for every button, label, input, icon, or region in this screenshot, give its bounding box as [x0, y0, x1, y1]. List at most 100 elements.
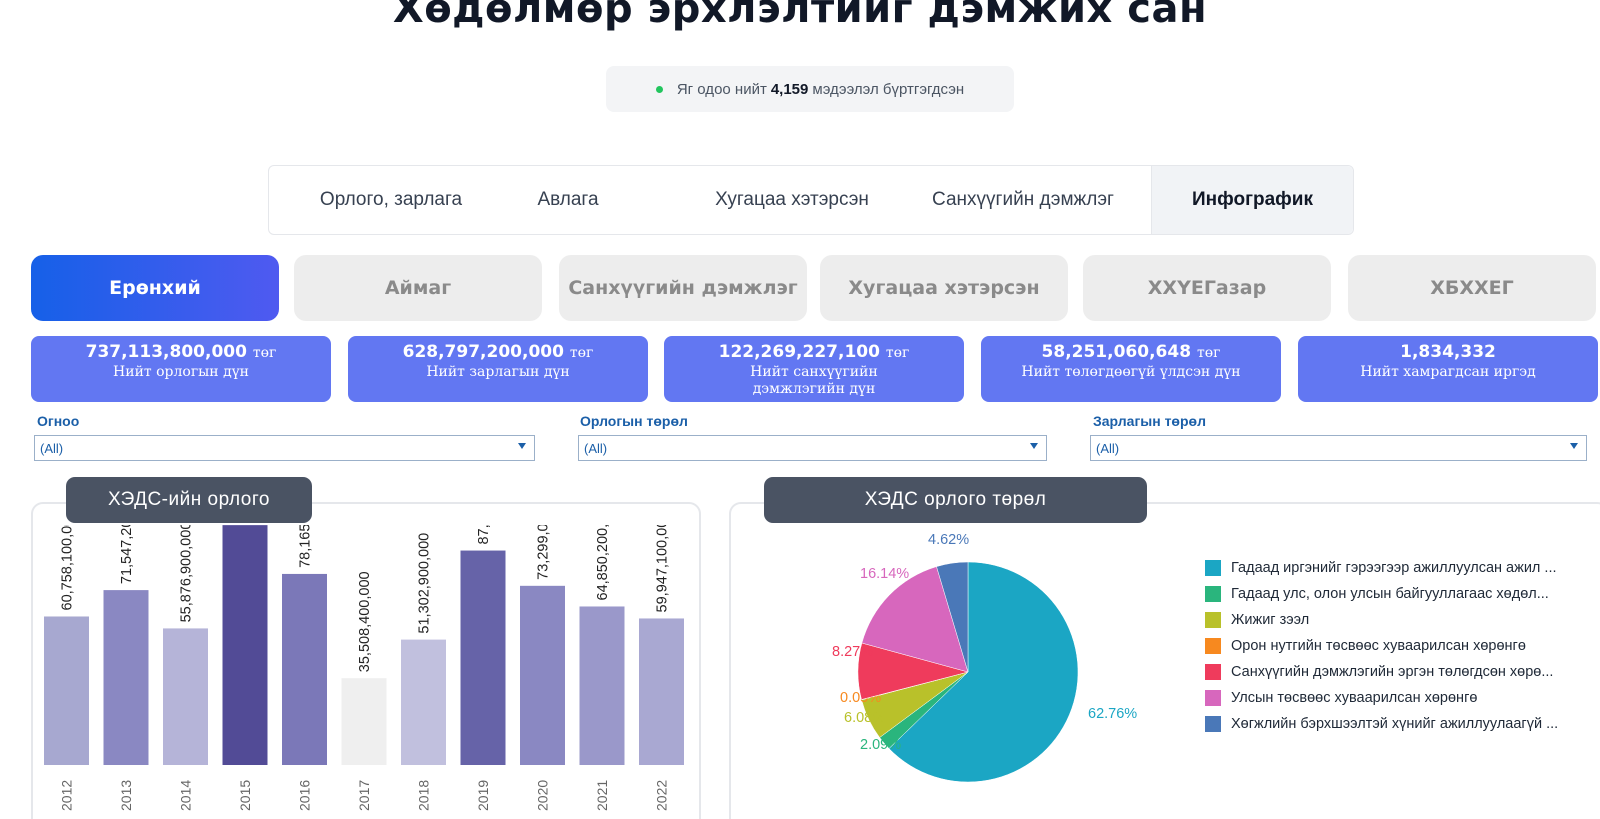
kpi-label: Нийт санхүүгийн дэмжлэгийн дүн	[750, 364, 878, 397]
pie-slice-label: 6.08%	[844, 710, 885, 726]
legend-label: Гадаад иргэнийг гэрээгээр ажиллуулсан аж…	[1231, 560, 1557, 576]
notice-suffix: мэдээлэл бүртгэгдсэн	[812, 80, 965, 98]
bar-chart: 60,758,100,000 2012 71,547,200,000 2013 55,8…	[44, 525, 684, 811]
subtab-welfare-agency[interactable]: ХБХХЕГ	[1348, 255, 1596, 321]
bar-2017[interactable]	[341, 678, 387, 765]
dropdown-arrow-icon	[518, 443, 526, 449]
pie-chart: 62.76%2.09%6.08%0.05%8.27%16.14%4.62%	[832, 532, 1137, 783]
bar-2022[interactable]	[639, 618, 684, 765]
kpi-total-unpaid: 58,251,060,648 төг Нийт төлөгдөөгүй үлдс…	[981, 336, 1281, 402]
notice-count: 4,159	[770, 80, 809, 98]
bar-value-label: 55,876,900,000	[179, 525, 195, 622]
main-tab-bar: Орлого, зарлага Авлага Хугацаа хэтэрсэн …	[268, 165, 1354, 235]
legend-item[interactable]: Хөгжлийн бэрхшээлтэй хүнийг ажиллуулаагү…	[1205, 711, 1595, 737]
bar-2013[interactable]	[103, 590, 149, 765]
dropdown-arrow-icon	[1570, 443, 1578, 449]
kpi-unit: төг	[569, 345, 594, 361]
bar-value-label: 64,850,200,000	[595, 525, 611, 600]
kpi-label: Нийт орлогын дүн	[113, 364, 249, 380]
bar-2020[interactable]	[520, 585, 565, 765]
legend-swatch	[1205, 638, 1221, 654]
kpi-label: Нийт төлөгдөөгүй үлдсэн дүн	[1021, 364, 1241, 380]
legend-swatch	[1205, 612, 1221, 628]
x-tick-label: 2015	[237, 780, 253, 811]
bar-value-label: 60,758,100,000	[60, 525, 76, 610]
kpi-total-citizens: 1,834,332 Нийт хамрагдсан иргэд	[1298, 336, 1598, 402]
records-notice: Яг одоо нийт 4,159 мэдээлэл бүртгэгдсэн	[606, 66, 1014, 112]
legend-swatch	[1205, 664, 1221, 680]
pie-slice[interactable]	[861, 566, 969, 673]
legend-item[interactable]: Гадаад улс, олон улсын байгууллагаас хөд…	[1205, 581, 1595, 607]
subtab-labor-agency[interactable]: ХХҮЕГазар	[1083, 255, 1331, 321]
kpi-value: 58,251,060,648	[1041, 342, 1192, 362]
kpi-value: 1,834,332	[1400, 342, 1496, 362]
kpi-value: 628,797,200,000	[402, 342, 564, 362]
kpi-value: 737,113,800,000	[85, 342, 247, 362]
legend-label: Хөгжлийн бэрхшээлтэй хүнийг ажиллуулаагү…	[1231, 716, 1559, 732]
legend-label: Жижиг зээл	[1231, 612, 1310, 628]
filter-select-date[interactable]: (All)	[34, 435, 535, 461]
subtab-financial-support[interactable]: Санхүүгийн дэмжлэг	[559, 255, 807, 321]
notice-prefix: Яг одоо нийт	[676, 80, 767, 98]
pie-chart-title: ХЭДС орлого төрөл	[764, 477, 1147, 523]
legend-swatch	[1205, 560, 1221, 576]
x-tick-label: 2017	[356, 780, 372, 811]
tab-financial-support[interactable]: Санхүүгийн дэмжлэг	[932, 189, 1114, 210]
filter-value: (All)	[1096, 441, 1120, 456]
bar-value-label: 59,947,100,000	[655, 525, 671, 612]
pie-slice-label: 8.27%	[832, 644, 873, 660]
kpi-label: Нийт зарлагын дүн	[426, 364, 570, 380]
kpi-total-expense: 628,797,200,000 төг Нийт зарлагын дүн	[348, 336, 648, 402]
bar-2019[interactable]	[460, 550, 506, 765]
legend-label: Санхүүгийн дэмжлэгийн эргэн төлөгдсөн хө…	[1231, 664, 1554, 680]
tab-infographic[interactable]: Инфографик	[1151, 166, 1353, 234]
legend-item[interactable]: Улсын төсвөөс хуваарилсан хөрөнгө	[1205, 685, 1595, 711]
bar-2021[interactable]	[579, 606, 625, 765]
pie-legend: Гадаад иргэнийг гэрээгээр ажиллуулсан аж…	[1205, 555, 1595, 737]
bar-2014[interactable]	[163, 628, 208, 765]
bar-chart-title: ХЭДС-ийн орлого	[66, 477, 312, 523]
pie-slice-label: 62.76%	[1088, 706, 1137, 722]
pie-slice[interactable]	[888, 561, 1079, 783]
legend-label: Орон нутгийн төсвөөс хуваарилсан хөрөнгө	[1231, 638, 1526, 654]
legend-swatch	[1205, 716, 1221, 732]
kpi-label: Нийт хамрагдсан иргэд	[1360, 364, 1536, 380]
dropdown-arrow-icon	[1030, 443, 1038, 449]
bar-2012[interactable]	[44, 616, 89, 765]
filter-select-income-type[interactable]: (All)	[578, 435, 1047, 461]
status-dot-icon	[655, 85, 663, 93]
bar-2015[interactable]	[222, 525, 268, 765]
filter-value: (All)	[584, 441, 608, 456]
pie-slice-label: 16.14%	[860, 566, 909, 582]
subtab-general[interactable]: Ерөнхий	[31, 255, 279, 321]
pie-slice-label: 2.09%	[860, 737, 901, 753]
bar-value-label: 87,728,700,000	[476, 525, 492, 545]
legend-item[interactable]: Гадаад иргэнийг гэрээгээр ажиллуулсан аж…	[1205, 555, 1595, 581]
pie-slice[interactable]	[936, 561, 969, 673]
bar-value-label: 35,508,400,000	[357, 571, 373, 672]
bar-value-label: 78,165,200,000	[298, 525, 314, 568]
tab-overdue[interactable]: Хугацаа хэтэрсэн	[715, 189, 869, 210]
subtab-overdue[interactable]: Хугацаа хэтэрсэн	[820, 255, 1068, 321]
legend-item[interactable]: Жижиг зээл	[1205, 607, 1595, 633]
legend-item[interactable]: Санхүүгийн дэмжлэгийн эргэн төлөгдсөн хө…	[1205, 659, 1595, 685]
legend-label: Улсын төсвөөс хуваарилсан хөрөнгө	[1231, 690, 1478, 706]
bar-2018[interactable]	[401, 639, 446, 765]
kpi-unit: төг	[1196, 345, 1221, 361]
x-tick-label: 2012	[59, 780, 75, 811]
legend-swatch	[1205, 586, 1221, 602]
filter-label-income-type: Орлогын төрөл	[580, 413, 688, 429]
filter-select-expense-type[interactable]: (All)	[1090, 435, 1587, 461]
filter-value: (All)	[40, 441, 64, 456]
tab-receivables[interactable]: Авлага	[537, 189, 599, 210]
legend-label: Гадаад улс, олон улсын байгууллагаас хөд…	[1231, 586, 1549, 602]
tab-income-expense[interactable]: Орлого, зарлага	[319, 189, 463, 210]
legend-item[interactable]: Орон нутгийн төсвөөс хуваарилсан хөрөнгө	[1205, 633, 1595, 659]
bar-value-label: 73,299,000,000	[536, 525, 552, 580]
page-title: Хөдөлмөр эрхлэлтийг дэмжих сан	[392, 0, 1208, 32]
subtab-province[interactable]: Аймаг	[294, 255, 542, 321]
bar-2016[interactable]	[282, 573, 327, 765]
kpi-unit: төг	[252, 345, 277, 361]
x-tick-label: 2018	[416, 780, 432, 811]
filter-label-date: Огноо	[37, 413, 80, 429]
